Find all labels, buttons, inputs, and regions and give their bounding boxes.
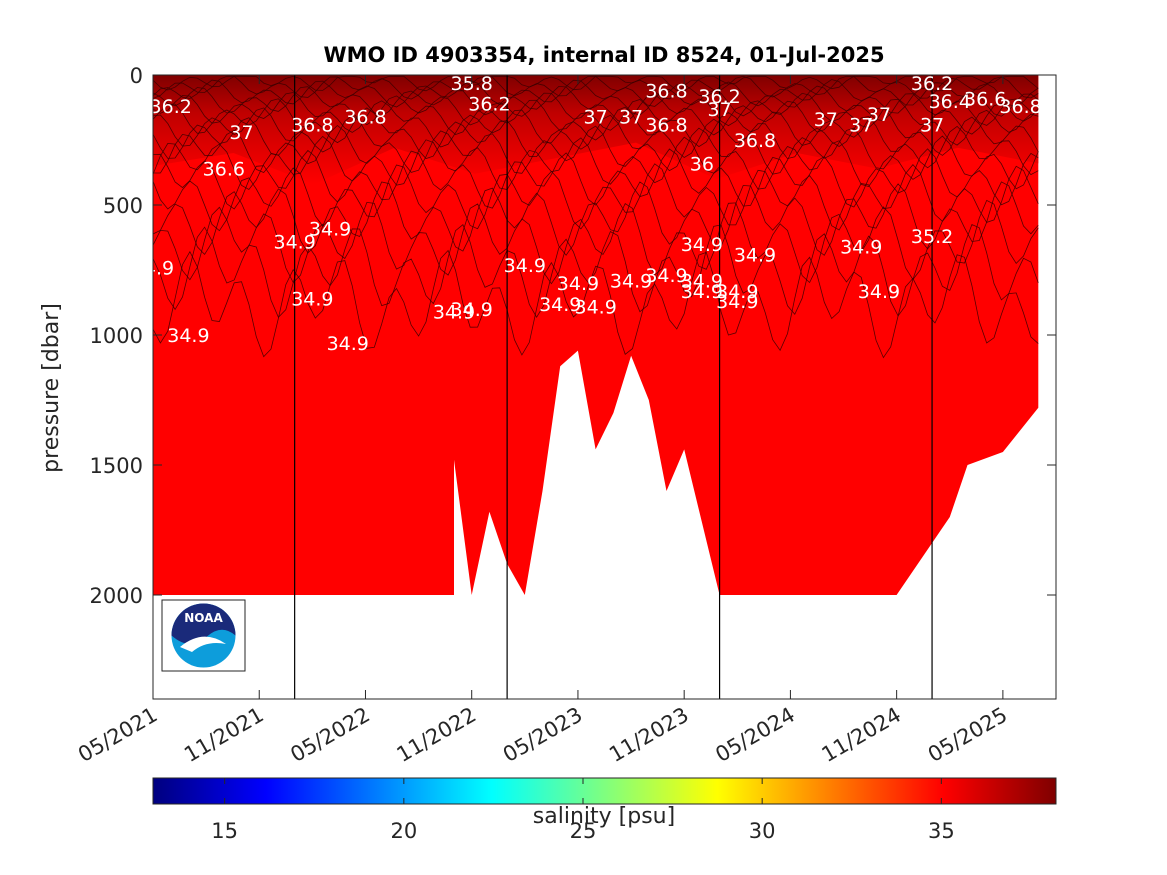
contour-label: 36.8 <box>344 107 386 129</box>
contour-line <box>153 98 1039 136</box>
x-tick-label: 05/2021 <box>74 703 162 767</box>
contour-line <box>153 75 1039 100</box>
contour-label: 35.2 <box>911 226 953 248</box>
contour-line <box>153 163 1039 232</box>
contour-label: 36.8 <box>999 96 1041 118</box>
contour-line <box>153 223 1039 319</box>
y-axis-ticks: 0 500 1000 1500 2000 <box>90 64 1056 608</box>
x-tick-label: 11/2021 <box>180 703 268 767</box>
contour-label: 34.9 <box>858 281 900 303</box>
contour-label: 36.8 <box>645 114 687 136</box>
noaa-logo: NOAA <box>161 599 246 672</box>
x-tick-label: 11/2023 <box>605 703 693 767</box>
contour-label: 34.9 <box>840 237 882 259</box>
colorbar-tick-label: 20 <box>390 819 417 843</box>
contour-label: 37 <box>849 114 873 136</box>
colorbar-tick-label: 30 <box>749 819 776 843</box>
contour-line <box>153 114 1039 160</box>
contour-label: 34.9 <box>681 270 723 292</box>
contour-label: 36.2 <box>911 73 953 95</box>
contour-label: 34.9 <box>681 234 723 256</box>
colorbar-tick-label: 15 <box>211 819 238 843</box>
contour-label: 34.9 <box>716 281 758 303</box>
plot-frame <box>152 74 1057 700</box>
contour-label: 34.9 <box>645 265 687 287</box>
y-tick-label: 0 <box>130 64 143 88</box>
contour-line <box>153 199 1039 285</box>
contour-label: 37 <box>619 107 643 129</box>
contour-line <box>153 181 1039 256</box>
contour-line <box>153 124 1039 176</box>
contour-label: 34.9 <box>539 294 581 316</box>
contour-label: 36.6 <box>964 88 1006 110</box>
contour-label: 34.9 <box>327 333 369 355</box>
contour-label: 36 <box>690 153 714 175</box>
contour-line <box>153 79 1039 108</box>
contour-label: 37 <box>867 104 891 126</box>
contour-label: 36.6 <box>203 159 245 181</box>
chart-title: WMO ID 4903354, internal ID 8524, 01-Jul… <box>323 43 884 67</box>
contour-line <box>153 135 1039 191</box>
surface-salinity-layer <box>153 75 1039 185</box>
contour-label: 34.9 <box>433 302 475 324</box>
contour-line <box>153 148 1039 210</box>
contour-label: 34.9 <box>557 273 599 295</box>
contour-label: 34.9 <box>504 255 546 277</box>
contour-line <box>153 106 1039 148</box>
y-tick-label: 1500 <box>90 454 143 478</box>
contour-line <box>153 92 1039 127</box>
y-tick-label: 2000 <box>90 584 143 608</box>
svg-text:NOAA: NOAA <box>184 611 223 625</box>
x-tick-label: 05/2025 <box>924 703 1012 767</box>
contour-label: 36.8 <box>645 81 687 103</box>
contour-label: 34.9 <box>309 218 351 240</box>
contour-label: 36.8 <box>734 130 776 152</box>
y-axis-label: pressure [dbar] <box>39 303 64 473</box>
contour-label: 34.9 <box>734 244 776 266</box>
colorbar-ticks: 15 20 25 30 35 <box>211 778 955 843</box>
contour-label: 35.8 <box>451 73 493 95</box>
x-tick-label: 05/2024 <box>711 703 799 767</box>
year-divider-lines <box>294 75 933 699</box>
contour-label: 34.9 <box>610 270 652 292</box>
contour-label: 34.9 <box>132 257 174 279</box>
contour-lines <box>153 75 1039 359</box>
contour-label: 37 <box>229 122 253 144</box>
colorbar-label: salinity [psu] <box>533 804 675 829</box>
x-tick-label: 11/2024 <box>818 703 906 767</box>
contour-line <box>153 85 1039 117</box>
salinity-field <box>153 75 1039 595</box>
contour-label: 34.9 <box>273 231 315 253</box>
contour-label: 34.9 <box>681 281 723 303</box>
contour-label: 36.8 <box>291 114 333 136</box>
contour-label: 34.9 <box>451 299 493 321</box>
contour-label: 36.2 <box>468 94 510 116</box>
y-tick-label: 1000 <box>90 324 143 348</box>
contour-label: 34.9 <box>167 325 209 347</box>
x-tick-label: 05/2023 <box>499 703 587 767</box>
contour-label: 37 <box>814 109 838 131</box>
colorbar-gradient <box>152 777 1057 805</box>
colorbar-tick-label: 25 <box>570 819 597 843</box>
x-tick-label: 05/2022 <box>286 703 374 767</box>
contour-label: 36.4 <box>929 91 971 113</box>
y-tick-label: 500 <box>103 194 143 218</box>
colorbar-tick-label: 35 <box>928 819 955 843</box>
contour-label: 37 <box>707 99 731 121</box>
contour-label: 37 <box>584 107 608 129</box>
contour-label: 34.9 <box>574 296 616 318</box>
contour-line <box>153 249 1039 359</box>
contour-label: 36.2 <box>698 86 740 108</box>
contour-label: 34.9 <box>291 289 333 311</box>
contour-label: 37 <box>920 114 944 136</box>
contour-label: 36.2 <box>150 96 192 118</box>
x-tick-label: 11/2022 <box>393 703 481 767</box>
colorbar: 15 20 25 30 35 salinity [psu] <box>152 777 1057 843</box>
contour-label: 34.9 <box>716 291 758 313</box>
